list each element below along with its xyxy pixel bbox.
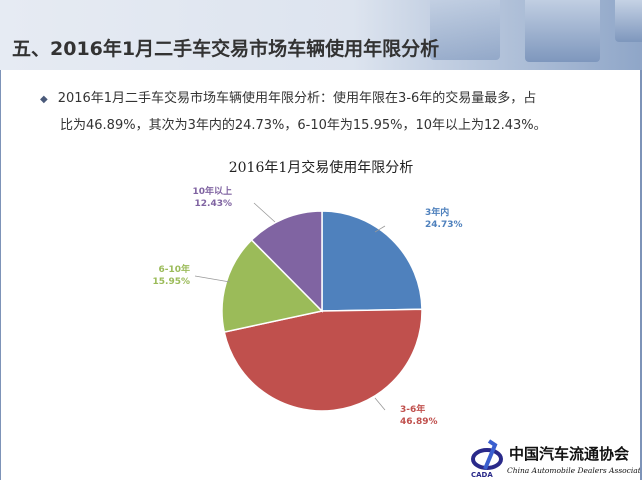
decor-cube xyxy=(430,0,500,60)
data-label: 46.89% xyxy=(400,417,438,427)
slide-frame xyxy=(0,70,642,480)
leader-line xyxy=(194,275,231,283)
svg-text:China Automobile Dealers Assoc: China Automobile Dealers Association xyxy=(507,466,640,475)
bullet-line-1: 2016年1月二手车交易市场车辆使用年限分析：使用年限在3-6年的交易量最多，占 xyxy=(57,91,537,106)
data-label: 3-6年 xyxy=(400,403,425,415)
data-label: 3年内 xyxy=(425,206,449,218)
leader-line xyxy=(374,225,386,233)
data-label: 12.43% xyxy=(195,199,233,209)
svg-text:CADA: CADA xyxy=(471,471,493,479)
data-label: 6-10年 xyxy=(158,263,190,275)
leader-line xyxy=(253,202,276,223)
chart-title: 2016年1月交易使用年限分析 xyxy=(228,160,414,176)
decor-cube xyxy=(615,0,642,42)
cada-logo: CADA 中国汽车流通协会 China Automobile Dealers A… xyxy=(465,435,640,480)
pie-slice-2 xyxy=(223,308,423,412)
diamond-bullet-icon: ◆ xyxy=(40,94,48,105)
bullet-line-2: 比为46.89%，其次为3年内的24.73%，6-10年为15.95%，10年以… xyxy=(60,118,547,133)
pie-slice-1 xyxy=(321,210,423,312)
pie-slice-3 xyxy=(221,238,324,333)
bullet-text: ◆ 2016年1月二手车交易市场车辆使用年限分析：使用年限在3-6年的交易量最多，… xyxy=(40,86,600,139)
header-banner: 五、2016年1月二手车交易市场车辆使用年限分析 xyxy=(0,0,642,70)
svg-text:中国汽车流通协会: 中国汽车流通协会 xyxy=(509,445,629,463)
data-label: 10年以上 xyxy=(192,185,232,197)
data-label: 15.95% xyxy=(153,277,191,287)
pie-slice-4 xyxy=(250,210,323,313)
leader-line xyxy=(374,397,386,411)
decor-cube xyxy=(525,0,600,62)
slide-title: 五、2016年1月二手车交易市场车辆使用年限分析 xyxy=(12,38,440,60)
data-label: 24.73% xyxy=(425,220,463,230)
